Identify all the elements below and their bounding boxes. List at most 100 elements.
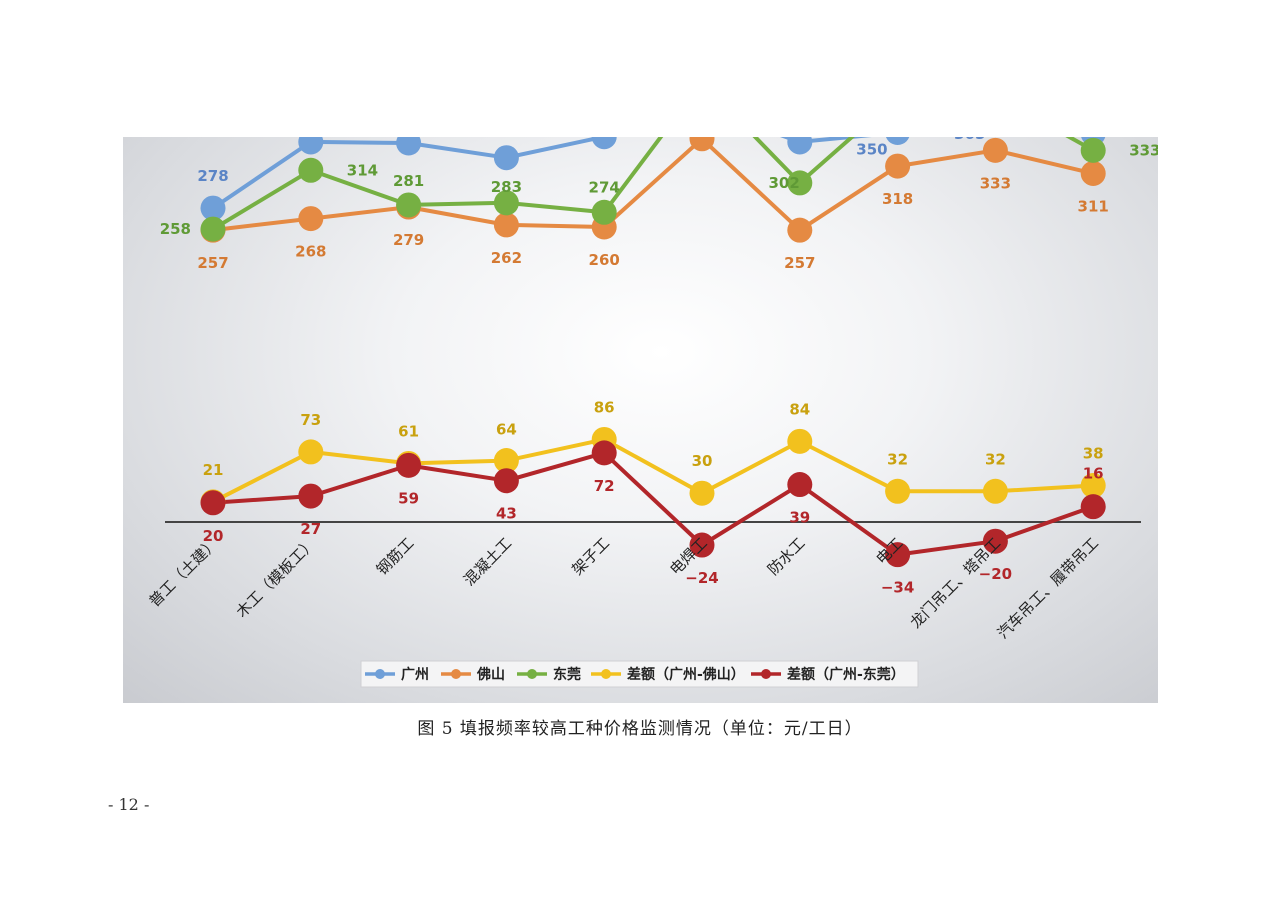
series-line-1 bbox=[212, 137, 1094, 233]
data-point-4-5 bbox=[689, 532, 715, 558]
data-label-2-9: 333 bbox=[1129, 141, 1158, 159]
data-label-3-8: 32 bbox=[985, 450, 1006, 468]
data-point-2-6 bbox=[787, 170, 813, 196]
line-chart: 2783413403263463743413503653492572682792… bbox=[145, 137, 1158, 688]
data-label-1-7: 318 bbox=[882, 190, 913, 208]
data-label-2-0: 258 bbox=[160, 220, 191, 238]
data-point-2-2 bbox=[396, 192, 422, 218]
data-label-3-7: 32 bbox=[887, 450, 908, 468]
data-point-1-7 bbox=[885, 153, 911, 179]
data-point-0-1 bbox=[298, 137, 324, 155]
data-label-1-6: 257 bbox=[784, 254, 815, 272]
data-label-0-5: 374 bbox=[716, 137, 747, 139]
data-label-1-4: 260 bbox=[589, 251, 620, 269]
legend-item-0: 广州 bbox=[365, 666, 429, 683]
series-line-0 bbox=[211, 137, 872, 210]
data-point-2-1 bbox=[298, 157, 324, 183]
data-point-4-9 bbox=[1080, 494, 1106, 520]
legend-marker-1 bbox=[451, 669, 461, 679]
legend-item-3: 差额（广州-佛山） bbox=[591, 666, 745, 683]
data-point-4-0 bbox=[200, 490, 226, 516]
data-label-4-5: −24 bbox=[685, 569, 718, 587]
data-label-3-5: 30 bbox=[692, 452, 713, 470]
data-label-4-6: 39 bbox=[789, 509, 810, 527]
data-point-2-9 bbox=[1080, 137, 1106, 163]
data-label-2-3: 283 bbox=[491, 178, 522, 196]
legend-item-4: 差额（广州-东莞） bbox=[751, 666, 905, 683]
data-label-3-1: 73 bbox=[300, 411, 321, 429]
data-point-1-1 bbox=[298, 206, 324, 232]
legend-marker-3 bbox=[601, 669, 611, 679]
category-label-4: 架子工 bbox=[568, 534, 613, 579]
data-point-0-4 bbox=[591, 137, 617, 150]
data-label-4-1: 27 bbox=[300, 520, 321, 538]
data-label-1-0: 257 bbox=[197, 254, 228, 272]
chart-panel: 2783413403263463743413503653492572682792… bbox=[123, 137, 1158, 703]
data-label-3-6: 84 bbox=[789, 400, 810, 418]
data-label-1-3: 262 bbox=[491, 249, 522, 267]
data-label-4-2: 59 bbox=[398, 489, 419, 507]
data-point-1-9 bbox=[1080, 160, 1106, 186]
data-point-4-3 bbox=[493, 468, 519, 494]
category-label-2: 钢筋工 bbox=[373, 534, 418, 579]
data-point-4-7 bbox=[885, 542, 911, 568]
data-label-3-3: 64 bbox=[496, 421, 517, 439]
page-number: - 12 - bbox=[108, 795, 150, 814]
data-point-3-5 bbox=[689, 480, 715, 506]
data-point-4-8 bbox=[982, 528, 1008, 554]
data-point-0-6 bbox=[787, 137, 813, 155]
data-label-1-1: 268 bbox=[295, 243, 326, 261]
legend-label-4: 差额（广州-东莞） bbox=[787, 666, 905, 683]
category-label-6: 防水工 bbox=[764, 534, 809, 579]
category-label-0: 普工（土建） bbox=[145, 534, 221, 610]
legend-label-2: 东莞 bbox=[553, 666, 581, 683]
data-point-1-8 bbox=[982, 137, 1008, 163]
data-point-3-8 bbox=[982, 478, 1008, 504]
legend-label-1: 佛山 bbox=[476, 666, 505, 683]
data-point-3-1 bbox=[298, 439, 324, 465]
data-point-3-6 bbox=[787, 428, 813, 454]
data-label-1-8: 333 bbox=[980, 174, 1011, 192]
data-point-4-4 bbox=[591, 440, 617, 466]
data-label-4-3: 43 bbox=[496, 505, 517, 523]
data-point-3-3 bbox=[493, 448, 519, 474]
data-label-3-9: 38 bbox=[1083, 445, 1104, 463]
data-point-0-2 bbox=[396, 137, 422, 156]
data-point-3-9 bbox=[1080, 473, 1106, 499]
data-point-2-4 bbox=[591, 199, 617, 225]
data-point-0-0 bbox=[200, 195, 226, 221]
figure-caption: 图 5 填报频率较高工种价格监测情况（单位：元/工日） bbox=[417, 719, 863, 739]
data-label-4-0: 20 bbox=[203, 527, 224, 545]
data-label-4-9: 16 bbox=[1083, 465, 1104, 483]
data-label-1-2: 279 bbox=[393, 231, 424, 249]
legend: 广州 佛山 东莞 差额（广州-佛山） 差额（广州-东莞） bbox=[360, 660, 919, 688]
legend-marker-4 bbox=[761, 669, 771, 679]
legend-label-0: 广州 bbox=[401, 666, 429, 683]
series-line-4 bbox=[212, 450, 1094, 557]
legend-marker-2 bbox=[527, 669, 537, 679]
legend-label-3: 差额（广州-佛山） bbox=[627, 666, 745, 683]
data-label-2-6: 302 bbox=[768, 174, 799, 192]
data-label-1-9: 311 bbox=[1078, 197, 1109, 215]
category-label-3: 混凝土工 bbox=[460, 534, 515, 589]
category-label-9: 汽车吊工、履带吊工 bbox=[994, 534, 1102, 642]
data-point-0-3 bbox=[493, 145, 519, 171]
data-point-1-6 bbox=[787, 217, 813, 243]
data-label-4-7: −34 bbox=[881, 579, 914, 597]
legend-item-1: 佛山 bbox=[441, 666, 505, 683]
data-point-4-1 bbox=[298, 483, 324, 509]
data-point-3-7 bbox=[885, 478, 911, 504]
data-point-1-5 bbox=[689, 137, 715, 152]
data-label-2-1: 314 bbox=[347, 161, 378, 179]
data-label-4-8: −20 bbox=[979, 565, 1012, 583]
series-line-2 bbox=[211, 137, 1095, 231]
category-label-1: 木工（模板工） bbox=[233, 534, 320, 621]
data-point-1-3 bbox=[493, 212, 519, 238]
data-label-2-4: 274 bbox=[589, 178, 620, 196]
series-line-3 bbox=[212, 437, 1094, 504]
data-point-0-7 bbox=[885, 137, 910, 145]
data-label-0-7: 350 bbox=[856, 141, 887, 159]
data-label-0-0: 278 bbox=[197, 167, 228, 185]
data-label-3-0: 21 bbox=[203, 461, 224, 479]
data-label-0-8: 365 bbox=[954, 137, 985, 143]
